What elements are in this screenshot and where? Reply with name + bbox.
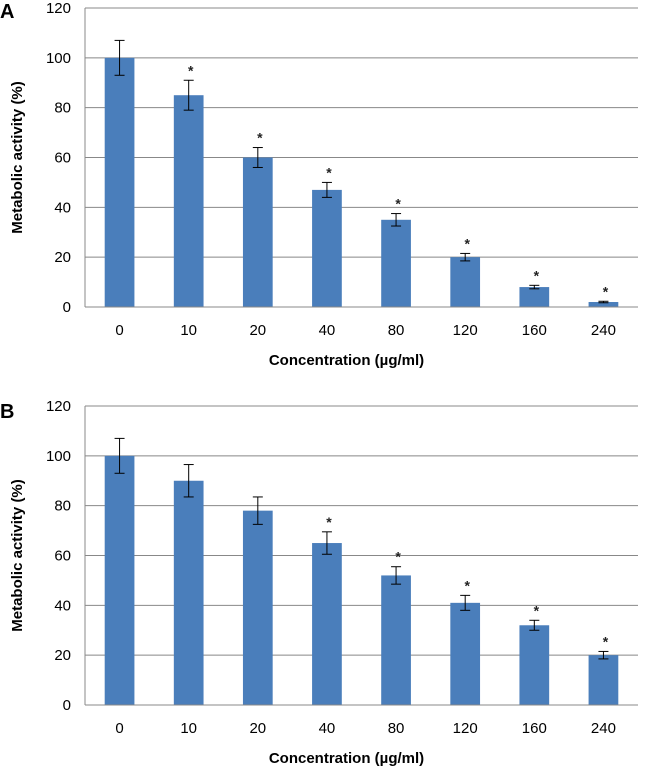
significance-marker: * <box>534 602 540 618</box>
panel-a: A 0 20 40 60 80 100 120 0 * 10 * 20 * 40 * 80 * 120 * 160 * 2… <box>0 0 638 369</box>
y-tick-label: 120 <box>46 0 71 17</box>
x-tick-label: 240 <box>591 720 616 737</box>
significance-marker: * <box>603 283 609 299</box>
bar <box>312 543 342 705</box>
x-tick-label: 160 <box>522 720 547 737</box>
y-axis-title: Metabolic activity (%) <box>9 81 26 234</box>
bar <box>519 287 550 307</box>
x-tick-label: 0 <box>115 322 123 339</box>
significance-marker: * <box>326 514 332 530</box>
panel-label: B <box>0 401 14 423</box>
x-tick-label: 20 <box>249 322 266 339</box>
y-tick-label: 40 <box>54 597 71 614</box>
panel-label: A <box>0 1 14 23</box>
bar <box>588 655 619 705</box>
bar <box>381 219 411 307</box>
x-tick-label: 40 <box>319 322 336 339</box>
bar <box>104 57 135 308</box>
significance-marker: * <box>464 577 470 593</box>
x-tick-label: 0 <box>115 720 123 737</box>
x-tick-label: 10 <box>180 322 197 339</box>
panel-b: B 0 20 40 60 80 100 120 0 10 20 * 40 * 80 * 120 * 160 * 240… <box>0 398 638 767</box>
bar <box>242 157 273 307</box>
bar <box>450 257 481 307</box>
significance-marker: * <box>257 130 263 146</box>
significance-marker: * <box>534 267 540 283</box>
y-tick-label: 20 <box>54 647 71 664</box>
bar <box>104 455 135 705</box>
x-tick-label: 160 <box>522 322 547 339</box>
y-tick-label: 0 <box>63 697 71 714</box>
y-tick-label: 100 <box>46 448 71 465</box>
x-tick-label: 80 <box>388 322 405 339</box>
bar <box>381 575 411 705</box>
x-tick-label: 80 <box>388 720 405 737</box>
y-tick-label: 20 <box>54 249 71 266</box>
x-tick-label: 240 <box>591 322 616 339</box>
significance-marker: * <box>326 164 332 180</box>
x-tick-label: 120 <box>453 720 478 737</box>
bar <box>519 625 550 705</box>
bar <box>173 95 204 307</box>
significance-marker: * <box>603 633 609 649</box>
y-tick-label: 120 <box>46 398 71 415</box>
significance-marker: * <box>395 196 401 212</box>
significance-marker: * <box>188 62 194 78</box>
x-tick-label: 20 <box>249 720 266 737</box>
x-axis-title: Concentration (µg/ml) <box>269 352 424 369</box>
y-tick-label: 100 <box>46 50 71 67</box>
bar <box>588 302 619 307</box>
bar <box>173 480 204 705</box>
bar <box>312 189 342 307</box>
x-tick-label: 120 <box>453 322 478 339</box>
y-tick-label: 0 <box>63 299 71 316</box>
y-tick-label: 40 <box>54 199 71 216</box>
significance-marker: * <box>464 235 470 251</box>
y-tick-label: 80 <box>54 100 71 117</box>
x-tick-label: 10 <box>180 720 197 737</box>
bar <box>242 510 273 705</box>
y-tick-label: 80 <box>54 498 71 515</box>
x-tick-label: 40 <box>319 720 336 737</box>
bar <box>450 602 481 705</box>
y-tick-label: 60 <box>54 150 71 167</box>
x-axis-title: Concentration (µg/ml) <box>269 750 424 767</box>
significance-marker: * <box>395 549 401 565</box>
y-axis-title: Metabolic activity (%) <box>9 479 26 632</box>
y-tick-label: 60 <box>54 548 71 565</box>
